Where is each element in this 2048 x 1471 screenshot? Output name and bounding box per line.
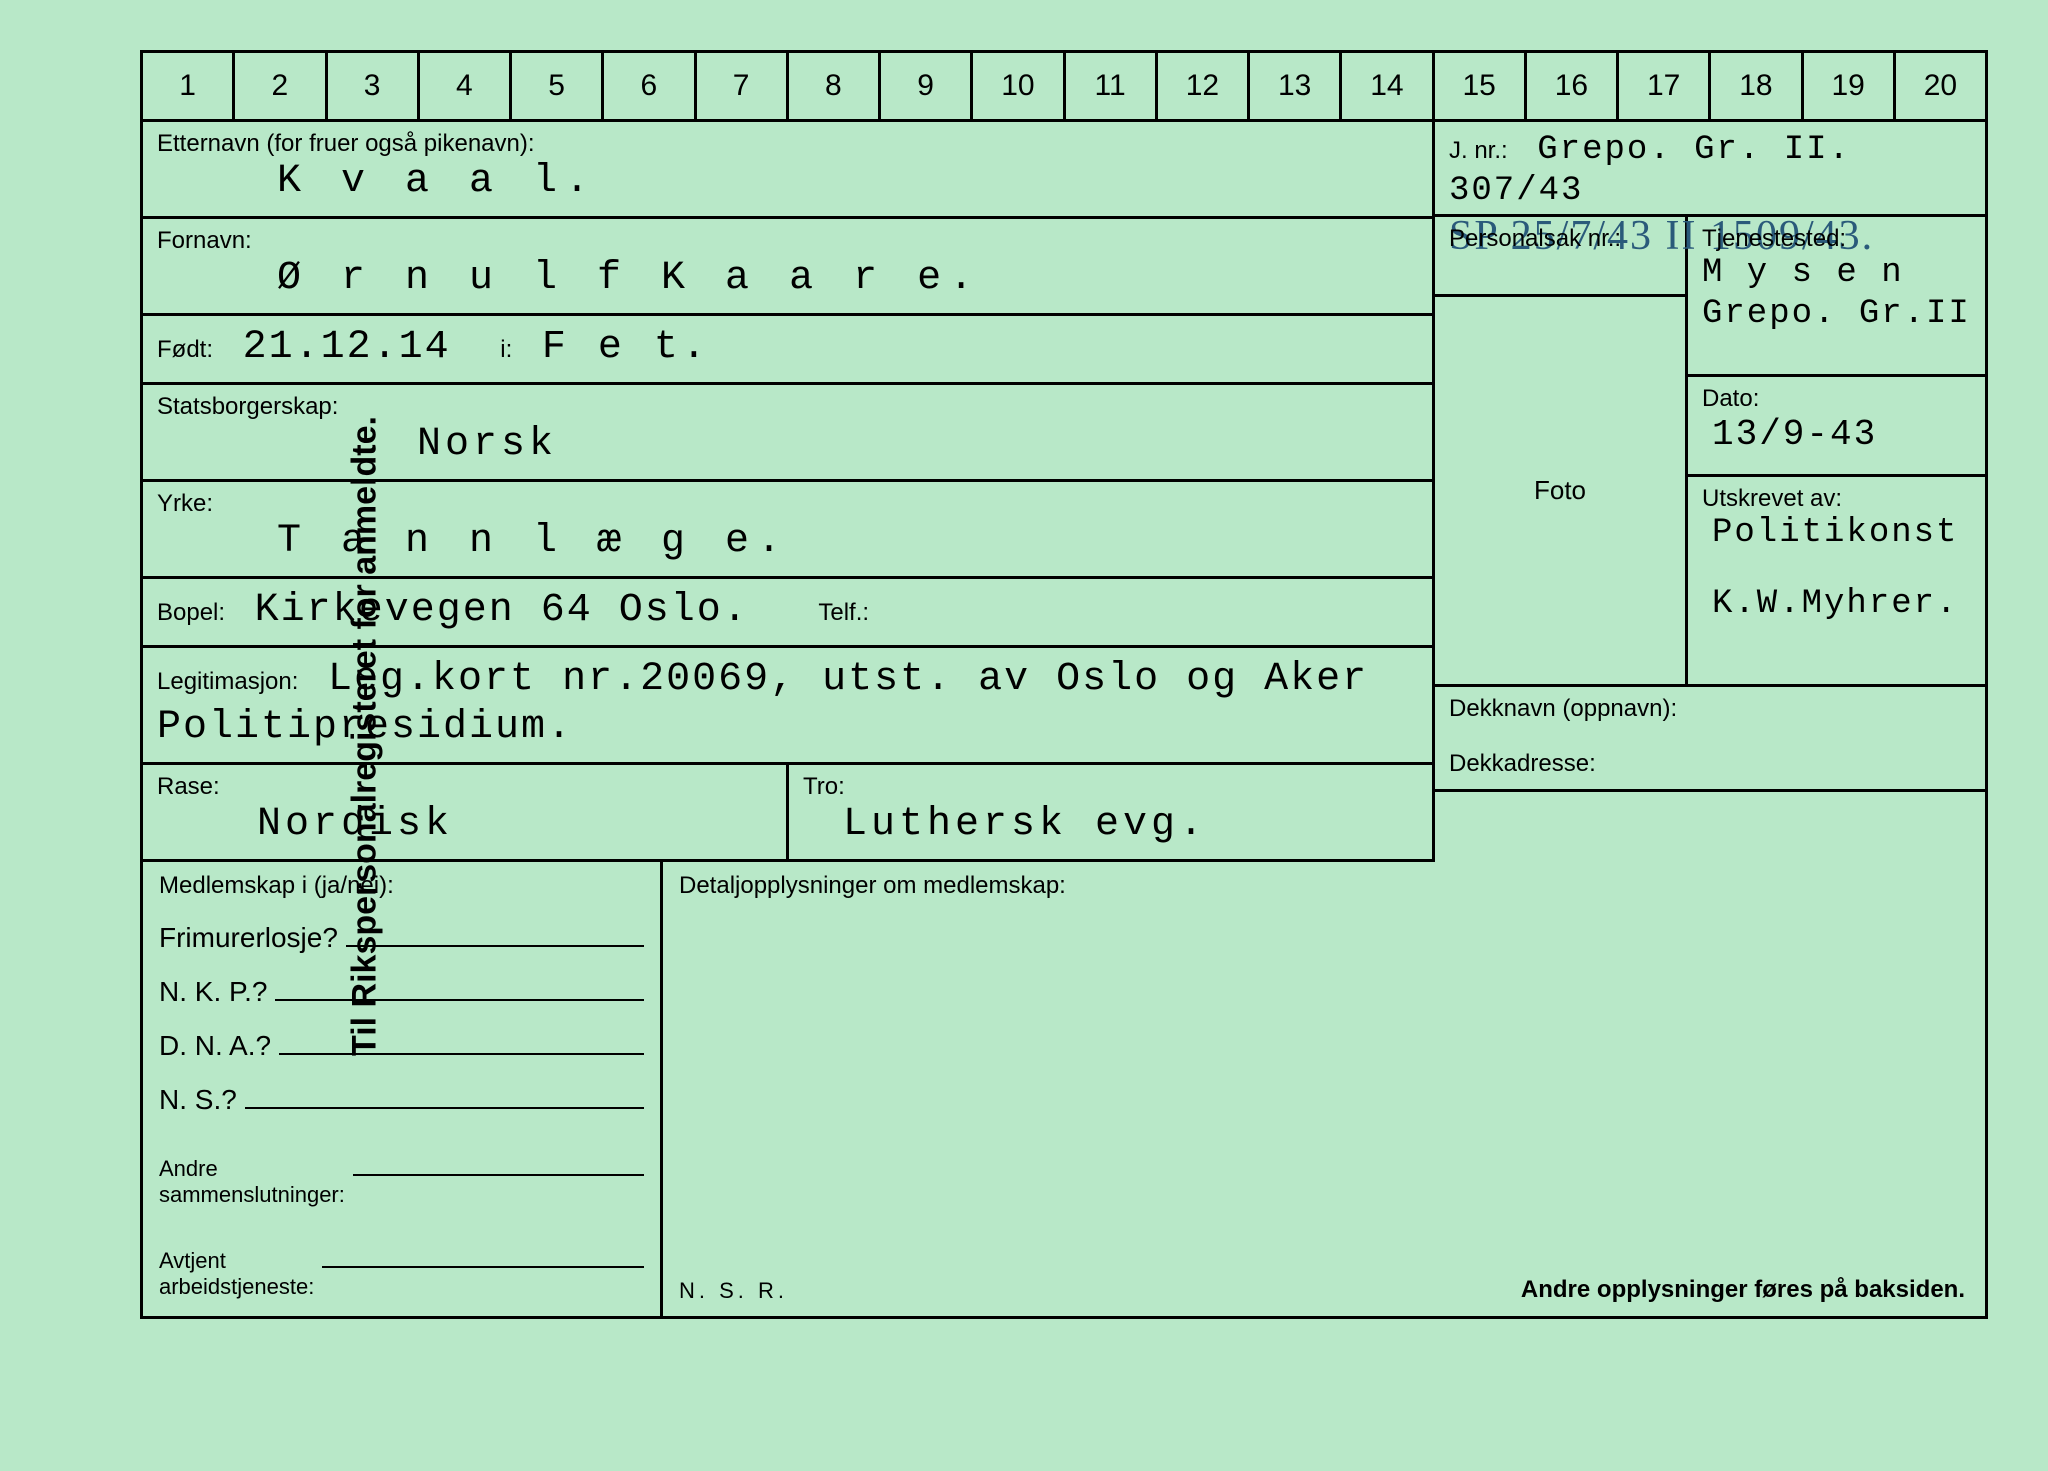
label-medlemskap: Medlemskap i (ja/nei): (159, 872, 644, 900)
value-fornavn: Ø r n u l f K a a r e. (157, 255, 1418, 303)
label-i: i: (500, 336, 512, 363)
right-upper-grid: Personalsak nr.: Foto Tjenestested: M y … (1435, 217, 1985, 687)
value-fodt-sted: F e t. (542, 325, 710, 370)
value-dato: 13/9-43 (1702, 413, 1971, 456)
label-dekknavn: Dekknavn (oppnavn): (1449, 695, 1971, 723)
value-legitimasjon: Leg.kort nr.20069, utst. av Oslo og Aker… (157, 657, 1394, 750)
ruler-cell: 11 (1066, 53, 1158, 119)
field-etternavn: Etternavn (for fruer også pikenavn): K v… (143, 122, 1432, 219)
field-tjenestested: Tjenestested: M y s e n Grepo. Gr.II (1688, 217, 1985, 377)
label-andre-samm: Andre sammenslutninger: (159, 1156, 345, 1208)
field-utskrevet: Utskrevet av: Politikonst K.W.Myhrer. (1688, 477, 1985, 687)
ruler-cell: 13 (1250, 53, 1342, 119)
label-tjenestested: Tjenestested: (1702, 225, 1971, 253)
ruler-cell: 15 (1435, 53, 1527, 119)
mem-frimurer: Frimurerlosje? (159, 922, 644, 954)
label-foto: Foto (1534, 475, 1586, 506)
field-fornavn: Fornavn: Ø r n u l f K a a r e. (143, 219, 1432, 316)
label-telf: Telf.: (818, 599, 869, 626)
ruler-cell: 20 (1896, 53, 1985, 119)
mem-avtjent: Avtjent arbeidstjeneste: (159, 1230, 644, 1300)
ruler-cell: 14 (1342, 53, 1434, 119)
ruler-cell: 4 (420, 53, 512, 119)
value-jnr: Grepo. Gr. II. 307/43 (1449, 131, 1851, 210)
label-rase: Rase: (157, 773, 772, 801)
main-form: Etternavn (for fruer også pikenavn): K v… (140, 122, 1988, 862)
label-nsr: N. S. R. (679, 1278, 788, 1304)
membership-left: Medlemskap i (ja/nei): Frimurerlosje? N.… (143, 862, 663, 1316)
foto-personalsak-col: Personalsak nr.: Foto (1435, 217, 1685, 687)
mem-ns: N. S.? (159, 1084, 644, 1116)
ruler-cell: 16 (1527, 53, 1619, 119)
label-legitimasjon: Legitimasjon: (157, 668, 298, 695)
label-personalsak: Personalsak nr.: (1449, 225, 1671, 253)
ruler-cell: 5 (512, 53, 604, 119)
ruler-cell: 2 (235, 53, 327, 119)
label-bopel: Bopel: (157, 599, 225, 626)
label-ns: N. S.? (159, 1084, 237, 1116)
right-meta-col: Tjenestested: M y s e n Grepo. Gr.II Dat… (1685, 217, 1985, 687)
ruler-cell: 7 (697, 53, 789, 119)
label-dna: D. N. A.? (159, 1030, 271, 1062)
label-yrke: Yrke: (157, 490, 1418, 518)
label-detaljopplysninger: Detaljopplysninger om medlemskap: (679, 872, 1969, 900)
ruler-cell: 3 (328, 53, 420, 119)
field-jnr: J. nr.: Grepo. Gr. II. 307/43 SP 25/7/43… (1435, 122, 1985, 217)
mem-dna: D. N. A.? (159, 1030, 644, 1062)
label-andre-oppl: Andre opplysninger føres på baksiden. (1521, 1276, 1965, 1304)
label-jnr: J. nr.: (1449, 137, 1508, 164)
field-fodt: Født: 21.12.14 i: F e t. (143, 316, 1432, 385)
value-utskrevet-name: K.W.Myhrer. (1702, 584, 1971, 625)
field-dekkadresse: Dekkadresse: (1435, 742, 1985, 792)
value-rase: Nordisk (157, 801, 772, 849)
membership-right: Detaljopplysninger om medlemskap: N. S. … (663, 862, 1985, 1316)
ruler-cell: 18 (1711, 53, 1803, 119)
label-frimurer: Frimurerlosje? (159, 922, 338, 954)
ruler-cell: 9 (881, 53, 973, 119)
membership-section: Medlemskap i (ja/nei): Frimurerlosje? N.… (140, 862, 1988, 1319)
value-fodt: 21.12.14 (243, 325, 451, 370)
label-avtjent: Avtjent arbeidstjeneste: (159, 1248, 314, 1300)
left-column: Etternavn (for fruer også pikenavn): K v… (143, 122, 1435, 862)
label-etternavn: Etternavn (for fruer også pikenavn): (157, 130, 1418, 158)
label-nkp: N. K. P.? (159, 976, 267, 1008)
registration-card: Til Rikspersonalregisteret for anmeldte.… (0, 0, 2048, 1471)
right-column: J. nr.: Grepo. Gr. II. 307/43 SP 25/7/43… (1435, 122, 1985, 862)
ruler-cell: 19 (1804, 53, 1896, 119)
label-statsborgerskap: Statsborgerskap: (157, 393, 1418, 421)
field-dekknavn: Dekknavn (oppnavn): (1435, 687, 1985, 742)
ruler-cell: 1 (143, 53, 235, 119)
field-statsborgerskap: Statsborgerskap: Norsk (143, 385, 1432, 482)
foto-box: Foto (1435, 297, 1685, 687)
value-bopel: Kirkevegen 64 Oslo. (255, 588, 749, 633)
ruler-cell: 10 (973, 53, 1065, 119)
field-rase-tro: Rase: Nordisk Tro: Luthersk evg. (143, 765, 1432, 862)
field-dato: Dato: 13/9-43 (1688, 377, 1985, 477)
field-bopel: Bopel: Kirkevegen 64 Oslo. Telf.: (143, 579, 1432, 648)
value-tro: Luthersk evg. (803, 801, 1418, 849)
ruler-cell: 6 (604, 53, 696, 119)
label-dekkadresse: Dekkadresse: (1449, 750, 1971, 778)
ruler-scale: 1 2 3 4 5 6 7 8 9 10 11 12 13 14 15 16 1… (140, 50, 1988, 122)
field-legitimasjon: Legitimasjon: Leg.kort nr.20069, utst. a… (143, 648, 1432, 765)
value-tjenestested: M y s e n Grepo. Gr.II (1702, 253, 1971, 335)
mem-andre: Andre sammenslutninger: (159, 1138, 644, 1208)
label-tro: Tro: (803, 773, 1418, 801)
field-yrke: Yrke: T a n n l æ g e. (143, 482, 1432, 579)
field-personalsak: Personalsak nr.: (1435, 217, 1685, 297)
value-statsborgerskap: Norsk (157, 421, 1418, 469)
label-dato: Dato: (1702, 385, 1971, 413)
label-fornavn: Fornavn: (157, 227, 1418, 255)
label-utskrevet: Utskrevet av: (1702, 485, 1971, 513)
mem-nkp: N. K. P.? (159, 976, 644, 1008)
ruler-cell: 12 (1158, 53, 1250, 119)
ruler-cell: 8 (789, 53, 881, 119)
value-yrke: T a n n l æ g e. (157, 518, 1418, 566)
value-utskrevet: Politikonst (1702, 513, 1971, 554)
label-fodt: Født: (157, 336, 213, 363)
value-etternavn: K v a a l. (157, 158, 1418, 206)
ruler-cell: 17 (1619, 53, 1711, 119)
